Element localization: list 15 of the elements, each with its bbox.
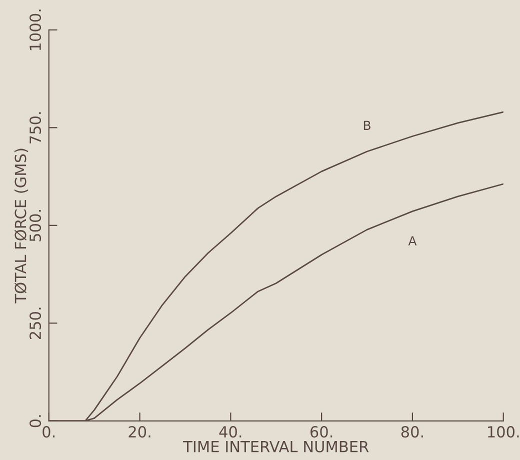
x-tick-label: 80. [401, 426, 423, 438]
series-label: B [364, 120, 370, 130]
x-axis-title: TIME INTERVAL NUMBER [183, 441, 369, 452]
y-tick-label: 1000. [30, 10, 42, 50]
y-tick-label: 0. [30, 415, 42, 428]
x-tick-label: 40. [219, 426, 242, 438]
y-tick-label: 750. [30, 112, 42, 144]
x-tick-label: 60. [310, 426, 332, 438]
series-label: A [408, 236, 417, 246]
y-tick-label: 250. [30, 308, 42, 340]
y-tick-label: 500. [30, 210, 42, 242]
x-tick-label: 100. [488, 426, 519, 438]
x-tick-label: 20. [128, 426, 150, 438]
y-axis-title: TØTAL FØRCE (GMS) [14, 148, 28, 304]
x-tick-label: 0. [42, 426, 55, 438]
